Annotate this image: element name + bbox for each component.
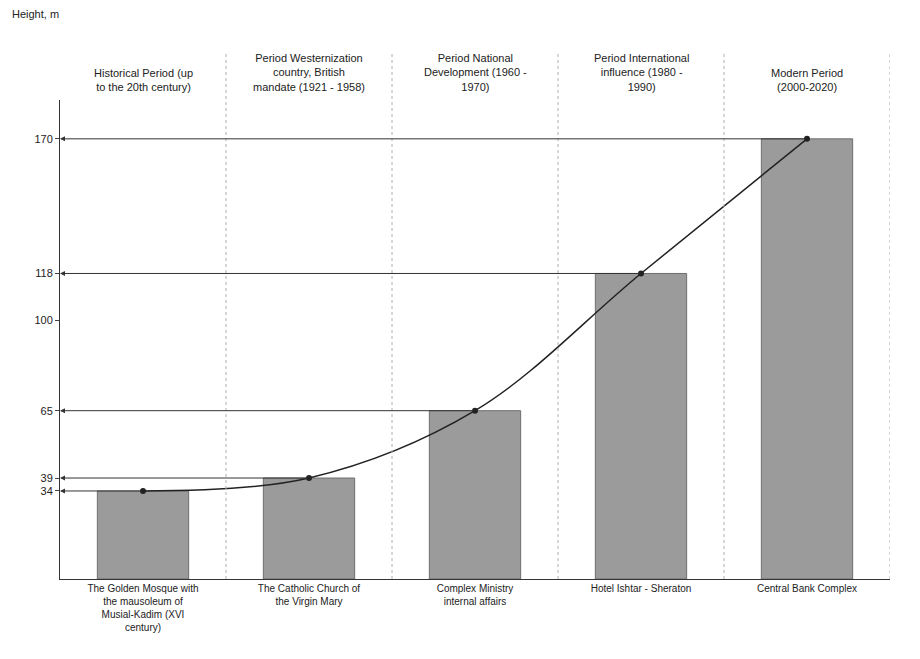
svg-text:118: 118 xyxy=(35,267,53,279)
svg-text:Height, m: Height, m xyxy=(12,8,59,20)
svg-text:Modern Period(2000-2020): Modern Period(2000-2020) xyxy=(771,67,843,93)
svg-text:Central Bank Complex: Central Bank Complex xyxy=(757,583,857,594)
svg-text:The Golden Mosque withthe maus: The Golden Mosque withthe mausoleum ofMu… xyxy=(87,583,198,633)
svg-text:65: 65 xyxy=(41,405,53,417)
svg-text:Period NationalDevelopment (19: Period NationalDevelopment (1960 -1970) xyxy=(424,52,527,93)
svg-text:Period Internationalinfluence: Period Internationalinfluence (1980 -199… xyxy=(594,52,689,93)
svg-text:39: 39 xyxy=(41,472,53,484)
svg-text:Complex Ministryinternal affai: Complex Ministryinternal affairs xyxy=(437,583,514,607)
svg-text:100: 100 xyxy=(34,314,52,326)
svg-text:The Catholic Church ofthe Virg: The Catholic Church ofthe Virgin Mary xyxy=(258,583,360,607)
svg-text:34: 34 xyxy=(41,485,53,497)
svg-text:Historical Period (upto the 20: Historical Period (upto the 20th century… xyxy=(94,67,193,93)
svg-text:170: 170 xyxy=(34,133,52,145)
svg-text:Hotel Ishtar - Sheraton: Hotel Ishtar - Sheraton xyxy=(591,583,692,594)
svg-text:Period Westernizationcountry,: Period Westernizationcountry, Britishman… xyxy=(253,52,365,93)
